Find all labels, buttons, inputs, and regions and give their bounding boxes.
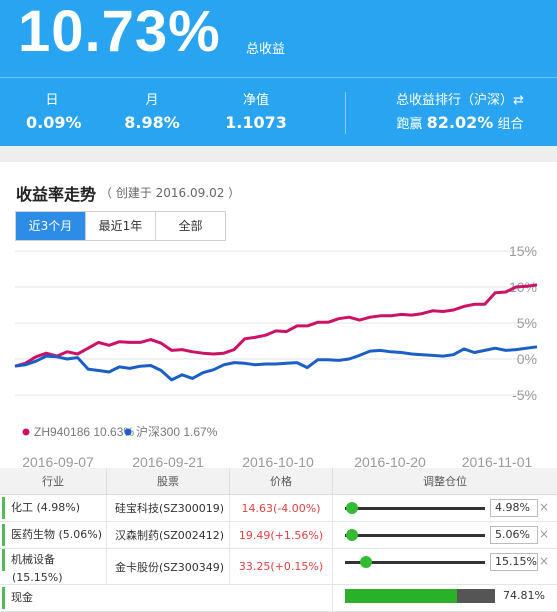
legend-marker bbox=[125, 429, 132, 436]
tab-1-year[interactable]: 最近1年 bbox=[86, 212, 156, 240]
stock-link[interactable]: 汉森制药(SZ002412) bbox=[107, 522, 230, 549]
header-divider bbox=[0, 77, 557, 78]
total-return-value: 10.73% bbox=[18, 0, 221, 64]
table-row: 机械设备 (15.15%) 金卡股份(SZ300349) 33.25(+0.15… bbox=[0, 549, 557, 585]
stat-day-label: 日 bbox=[26, 92, 78, 110]
stat-day-value: 0.09% bbox=[26, 112, 78, 134]
position-slider-handle[interactable] bbox=[346, 502, 358, 514]
y-tick-label: 0% bbox=[517, 351, 537, 367]
header-vertical-divider bbox=[345, 92, 346, 134]
stock-link[interactable]: 硅宝科技(SZ300019) bbox=[107, 495, 230, 522]
tab-all[interactable]: 全部 bbox=[156, 212, 225, 240]
stat-nav-label: 净值 bbox=[224, 92, 288, 110]
position-input[interactable]: 5.06% bbox=[490, 526, 538, 544]
stat-nav-value: 1.1073 bbox=[224, 112, 288, 134]
legend-label[interactable]: 沪深300 1.67% bbox=[136, 425, 218, 439]
position-input[interactable]: 4.98% bbox=[490, 499, 538, 517]
stat-month-label: 月 bbox=[122, 92, 182, 110]
total-return-label: 总收益 bbox=[246, 38, 285, 57]
price-cell: 14.63(-4.00%) bbox=[230, 495, 333, 522]
section-gap bbox=[0, 146, 557, 162]
industry-cell: 化工 (4.98%) bbox=[0, 495, 107, 522]
section-subtitle: （ 创建于 2016.09.02 ） bbox=[100, 184, 240, 201]
stat-month: 月 8.98% bbox=[122, 92, 182, 134]
rank-value: 82.02% bbox=[427, 113, 494, 132]
col-stock: 股票 bbox=[107, 468, 230, 495]
tab-3-months[interactable]: 近3个月 bbox=[16, 212, 86, 240]
position-slider-handle[interactable] bbox=[360, 556, 372, 568]
price-cell: 33.25(+0.15%) bbox=[230, 549, 333, 585]
row-marker bbox=[2, 587, 5, 609]
position-slider-track[interactable] bbox=[345, 507, 485, 510]
industry-cell: 机械设备 (15.15%) bbox=[0, 549, 107, 585]
section-title: 收益率走势 bbox=[16, 181, 96, 205]
remove-stock-icon[interactable]: × bbox=[539, 554, 549, 568]
y-tick-label: 5% bbox=[517, 315, 537, 331]
cash-label-cell: 现金 bbox=[0, 585, 333, 612]
rank-prefix: 跑赢 bbox=[397, 117, 423, 132]
rank-label[interactable]: 总收益排行（沪深）⇄ bbox=[380, 92, 540, 110]
position-slider-track[interactable] bbox=[345, 534, 485, 537]
return-chart: 15%10%5%0%-5% ZH940186 10.63%沪深300 1.67%… bbox=[0, 240, 557, 470]
y-tick-label: 15% bbox=[509, 243, 537, 259]
industry-cell: 医药生物 (5.06%) bbox=[0, 522, 107, 549]
col-industry: 行业 bbox=[0, 468, 107, 495]
row-marker bbox=[2, 549, 5, 571]
rank-block[interactable]: 总收益排行（沪深）⇄ 跑赢 82.02% 组合 bbox=[380, 92, 540, 136]
stock-link[interactable]: 金卡股份(SZ300349) bbox=[107, 549, 230, 585]
row-marker bbox=[2, 524, 5, 546]
industry-label: 化工 (4.98%) bbox=[11, 501, 80, 514]
industry-label: 机械设备 (15.15%) bbox=[11, 553, 63, 584]
price-cell: 19.49(+1.56%) bbox=[230, 522, 333, 549]
holdings-table: 行业 股票 价格 调整仓位 化工 (4.98%) 硅宝科技(SZ300019) … bbox=[0, 468, 557, 612]
summary-header: 10.73% 总收益 日 0.09% 月 8.98% 净值 1.1073 总收益… bbox=[0, 0, 557, 146]
legend-marker bbox=[23, 429, 30, 436]
remove-stock-icon[interactable]: × bbox=[539, 527, 549, 541]
stat-month-value: 8.98% bbox=[122, 112, 182, 134]
series-line-0 bbox=[15, 285, 537, 366]
remove-stock-icon[interactable]: × bbox=[539, 500, 549, 514]
adjust-cell: 15.15% × bbox=[333, 549, 557, 585]
position-slider-handle[interactable] bbox=[346, 529, 358, 541]
cash-row: 现金 74.81% bbox=[0, 585, 557, 612]
stat-nav: 净值 1.1073 bbox=[224, 92, 288, 134]
period-tabs: 近3个月 最近1年 全部 bbox=[15, 211, 226, 241]
cash-value: 74.81% bbox=[503, 589, 545, 602]
table-row: 医药生物 (5.06%) 汉森制药(SZ002412) 19.49(+1.56%… bbox=[0, 522, 557, 549]
industry-label: 医药生物 (5.06%) bbox=[11, 528, 102, 541]
rank-row: 跑赢 82.02% 组合 bbox=[380, 112, 540, 136]
table-header-row: 行业 股票 价格 调整仓位 bbox=[0, 468, 557, 495]
rank-suffix: 组合 bbox=[497, 117, 523, 132]
row-marker bbox=[2, 497, 5, 519]
adjust-cell: 5.06% × bbox=[333, 522, 557, 549]
cash-cell: 74.81% bbox=[333, 585, 557, 612]
col-adjust: 调整仓位 bbox=[333, 468, 557, 495]
position-input[interactable]: 15.15% bbox=[490, 553, 538, 571]
cash-progress-bar bbox=[345, 589, 495, 603]
stat-day: 日 0.09% bbox=[26, 92, 78, 134]
table-row: 化工 (4.98%) 硅宝科技(SZ300019) 14.63(-4.00%) … bbox=[0, 495, 557, 522]
cash-progress-fill bbox=[345, 589, 457, 603]
adjust-cell: 4.98% × bbox=[333, 495, 557, 522]
y-tick-label: -5% bbox=[512, 387, 537, 403]
cash-label: 现金 bbox=[11, 591, 33, 604]
legend-label[interactable]: ZH940186 10.63% bbox=[34, 425, 134, 439]
col-price: 价格 bbox=[230, 468, 333, 495]
series-line-1 bbox=[15, 347, 537, 380]
